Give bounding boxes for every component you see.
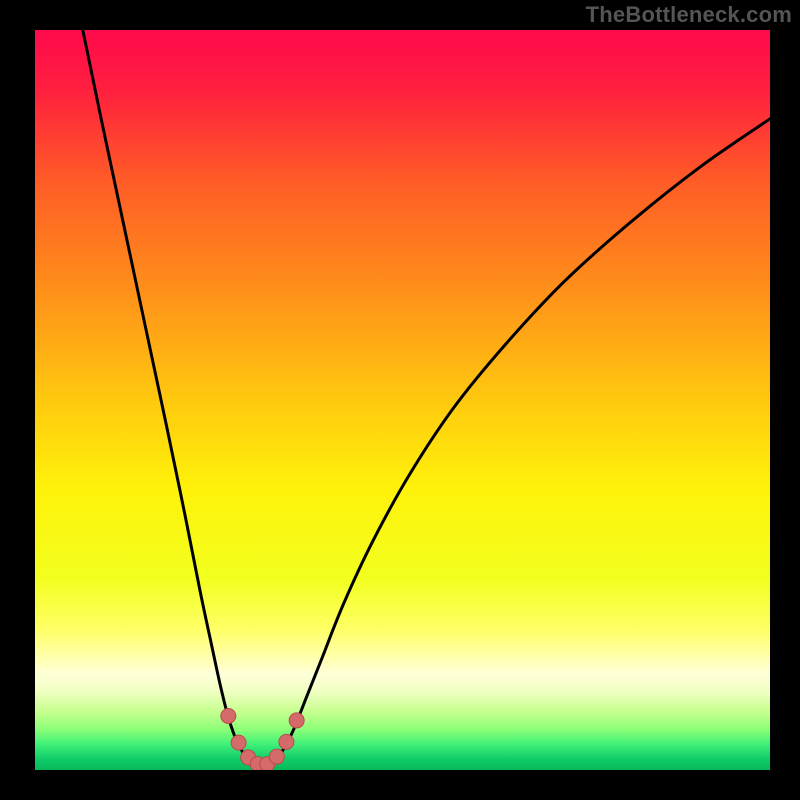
watermark-text: TheBottleneck.com: [586, 2, 792, 28]
plot-area: [35, 30, 770, 770]
marker-dot: [289, 713, 304, 728]
marker-dot: [279, 734, 294, 749]
figure-canvas: TheBottleneck.com: [0, 0, 800, 800]
marker-dot: [231, 735, 246, 750]
marker-dot: [269, 749, 284, 764]
marker-dot: [221, 708, 236, 723]
gradient-background: [35, 30, 770, 770]
plot-svg: [35, 30, 770, 770]
